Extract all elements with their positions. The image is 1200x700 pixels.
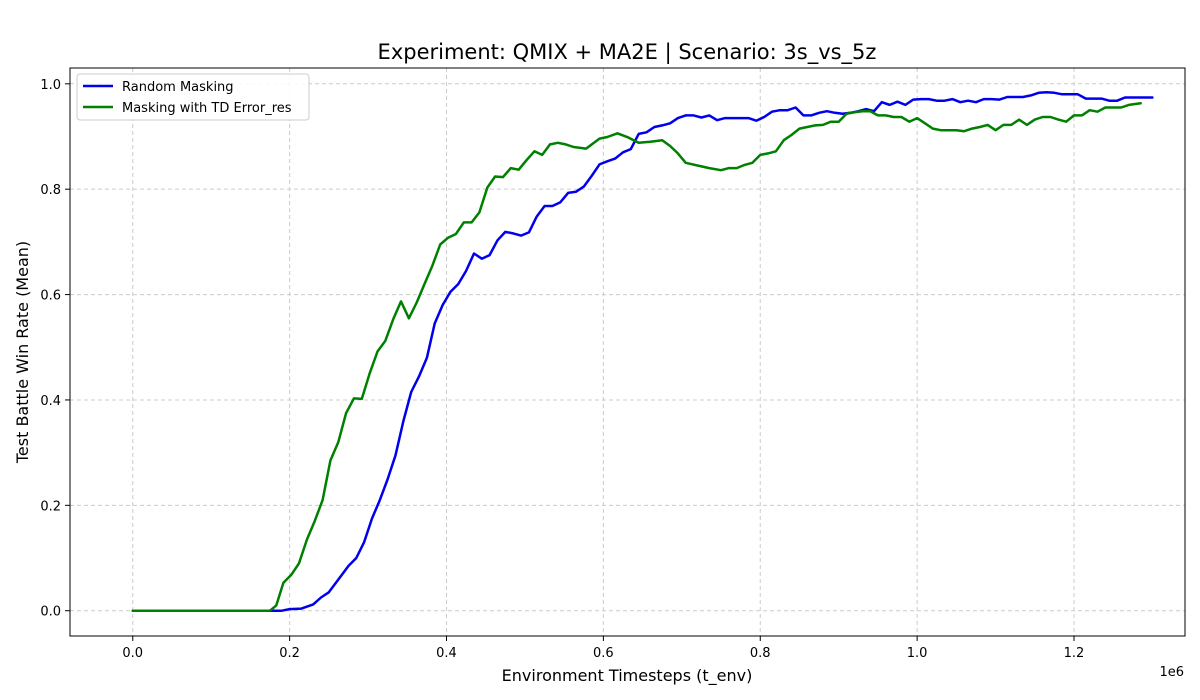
y-tick-label: 1.0 [40,78,61,93]
legend-label-masking-td-error: Masking with TD Error_res [122,101,292,116]
y-tick-label: 0.2 [40,499,61,514]
x-tick-label: 0.4 [436,646,457,661]
x-tick-label: 1.2 [1064,646,1085,661]
chart-title: Experiment: QMIX + MA2E | Scenario: 3s_v… [378,40,877,65]
grid [70,68,1185,636]
x-axis-ticks: 0.0 0.2 0.4 0.6 0.8 1.0 1.2 [122,636,1084,661]
series-lines [131,90,1154,612]
legend: Random Masking Masking with TD Error_res [76,73,310,121]
x-axis-offset-label: 1e6 [1159,665,1184,680]
y-tick-label: 0.8 [40,183,61,198]
legend-label-random-masking: Random Masking [122,80,234,95]
x-tick-label: 0.8 [750,646,771,661]
y-tick-label: 0.6 [40,289,61,304]
y-tick-label: 0.0 [40,605,61,620]
series-line-1 [131,102,1142,612]
y-tick-label: 0.4 [40,394,61,409]
x-tick-label: 0.0 [122,646,143,661]
plot-area-frame [69,67,1186,637]
x-axis-label: Environment Timesteps (t_env) [502,666,753,686]
series-line-0 [131,90,1154,612]
x-tick-label: 0.6 [593,646,614,661]
legend-box [76,73,310,121]
y-axis-label: Test Battle Win Rate (Mean) [13,241,32,464]
y-axis-ticks: 0.0 0.2 0.4 0.6 0.8 1.0 [40,78,70,620]
x-tick-label: 0.2 [279,646,300,661]
x-tick-label: 1.0 [907,646,928,661]
